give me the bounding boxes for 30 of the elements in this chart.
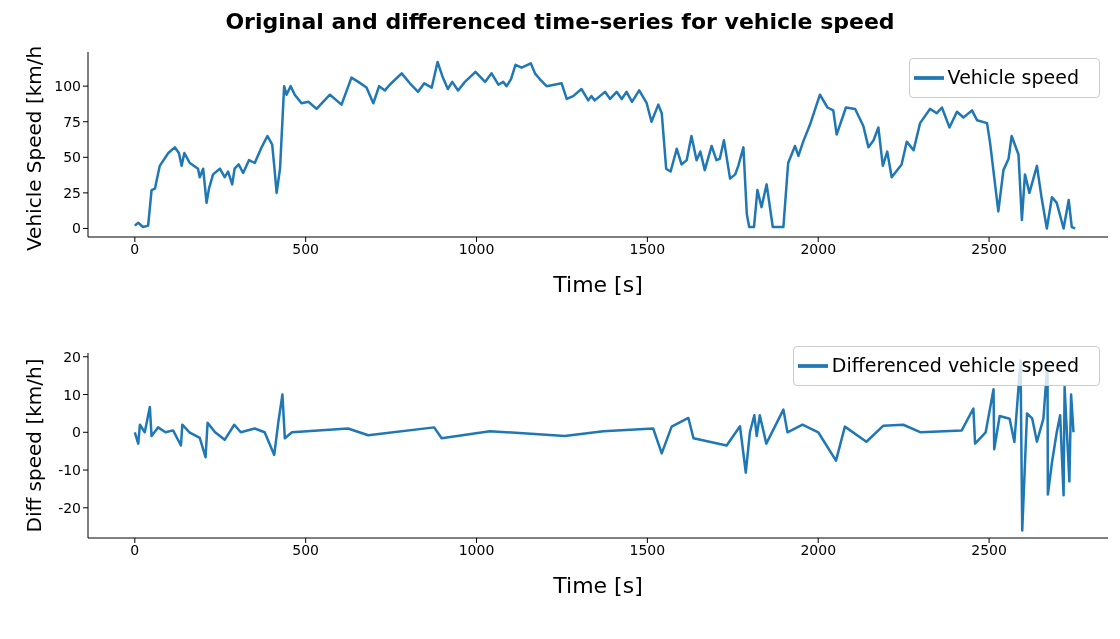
y-axis-title: Vehicle Speed [km/h] xyxy=(22,37,47,252)
x-tick-label: 0 xyxy=(130,541,140,558)
y-tick-label: 0 xyxy=(72,220,81,237)
x-tick-label: 1500 xyxy=(629,541,666,558)
chart-title: Original and differenced time-series for vehicle speed xyxy=(225,9,895,34)
x-tick-label: 2000 xyxy=(800,240,837,257)
legend-label: Vehicle speed xyxy=(947,65,1079,88)
x-axis-title: Time [s] xyxy=(552,272,643,297)
y-tick-label: 20 xyxy=(63,348,81,365)
y-tick-label: -10 xyxy=(58,462,81,479)
y-tick-label: 50 xyxy=(63,149,81,166)
x-tick-label: 500 xyxy=(292,240,320,257)
y-tick-label: 100 xyxy=(54,78,81,95)
x-tick-label: 0 xyxy=(130,240,140,257)
y-tick-label: 25 xyxy=(63,184,81,201)
y-tick-label: 75 xyxy=(63,113,81,130)
y-tick-label: -20 xyxy=(58,499,81,516)
x-tick-label: 1000 xyxy=(458,541,495,558)
x-tick-label: 1000 xyxy=(458,240,495,257)
y-tick-label: 10 xyxy=(63,386,81,403)
x-tick-label: 2000 xyxy=(800,541,837,558)
y-tick-label: 0 xyxy=(72,424,81,441)
x-tick-label: 500 xyxy=(292,541,320,558)
legend-label: Differenced vehicle speed xyxy=(831,353,1079,376)
line-series xyxy=(133,60,1077,230)
x-tick-label: 2500 xyxy=(971,240,1007,257)
x-tick-label: 2500 xyxy=(971,541,1007,558)
x-axis-title: Time [s] xyxy=(552,573,643,598)
y-axis-title: Diff speed [km/h] xyxy=(22,358,47,533)
x-tick-label: 1500 xyxy=(629,240,666,257)
